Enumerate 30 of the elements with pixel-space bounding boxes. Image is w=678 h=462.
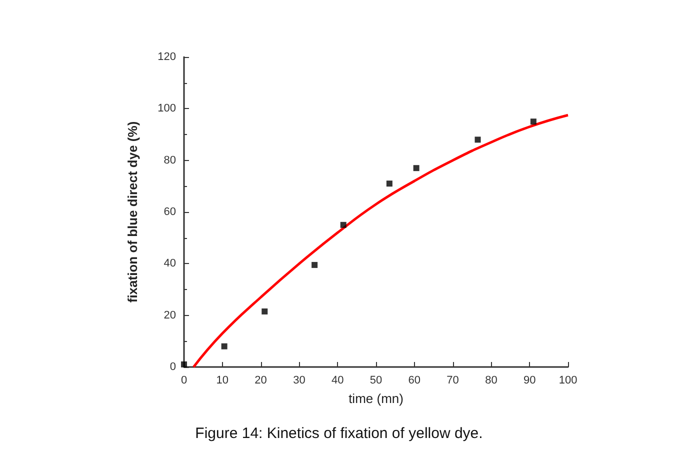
x-tick-label: 90 [523, 374, 536, 386]
point [312, 262, 318, 268]
x-tick-label: 10 [216, 374, 229, 386]
point [262, 308, 268, 314]
point [386, 180, 392, 187]
y-tick-label: 80 [164, 154, 176, 166]
x-tick-label: 30 [293, 374, 306, 386]
y-tick-label: 0 [170, 361, 176, 373]
x-tick-label: 50 [370, 374, 382, 386]
x-tick-label: 0 [180, 374, 188, 386]
y-tick-label: 20 [164, 309, 176, 322]
x-tick-label: 80 [485, 374, 498, 386]
x-tick-label: 20 [254, 374, 267, 386]
x-tick-label: 40 [331, 374, 344, 386]
y-tick-label: 120 [158, 51, 176, 63]
x-tick-label: 100 [558, 374, 578, 386]
text: Figure 14: Kinetics of fixation of yellow dye. [195, 425, 483, 442]
y-tick-label: 40 [164, 258, 176, 270]
point [474, 136, 481, 143]
point [530, 118, 536, 125]
x-tick-label: 70 [446, 374, 459, 386]
x-axis-title: time (mn) [348, 391, 404, 406]
point [413, 165, 420, 172]
point [340, 222, 346, 228]
line-series [192, 114, 570, 368]
y-tick-label: 100 [158, 102, 176, 115]
y-axis-title: fixation of blue direct dye (%) [125, 121, 140, 303]
point [221, 343, 228, 350]
x-tick-label: 60 [408, 374, 421, 386]
y-tick-label: 60 [164, 206, 176, 218]
